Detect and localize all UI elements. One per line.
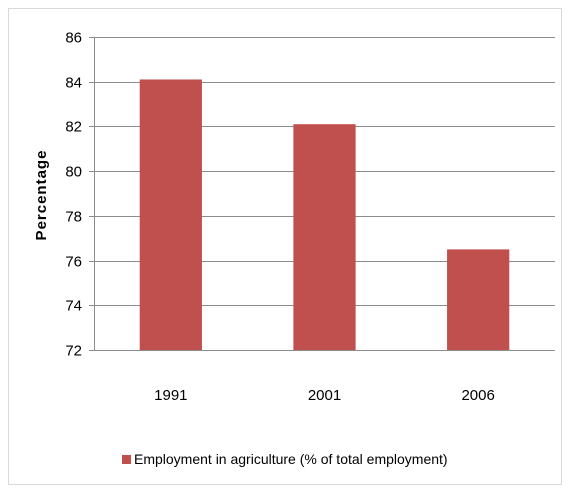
bar-2006: [447, 249, 510, 350]
y-tick-label: 76: [65, 254, 82, 271]
bar-1991: [139, 79, 202, 350]
bar-2001: [293, 124, 356, 350]
y-tick-label: 78: [65, 209, 82, 226]
y-tick-label: 80: [65, 164, 82, 181]
chart-border: [8, 8, 562, 485]
y-tick-label: 74: [65, 298, 82, 315]
x-tick-label: 2001: [308, 387, 341, 404]
legend: Employment in agriculture (% of total em…: [122, 451, 448, 467]
bars: [139, 79, 510, 350]
legend-swatch: [122, 455, 131, 464]
y-tick-label: 72: [65, 343, 82, 360]
x-tick-label: 1991: [154, 387, 187, 404]
y-tick-label: 84: [65, 75, 82, 92]
y-axis-title: Percentage: [33, 150, 50, 241]
legend-label: Employment in agriculture (% of total em…: [134, 451, 448, 467]
x-tick-label: 2006: [461, 387, 494, 404]
y-tick-label: 82: [65, 119, 82, 136]
y-tick-label: 86: [65, 30, 82, 47]
axes: 72 74 76 78 80 82 84 86 1991 2001 2006: [65, 30, 555, 404]
